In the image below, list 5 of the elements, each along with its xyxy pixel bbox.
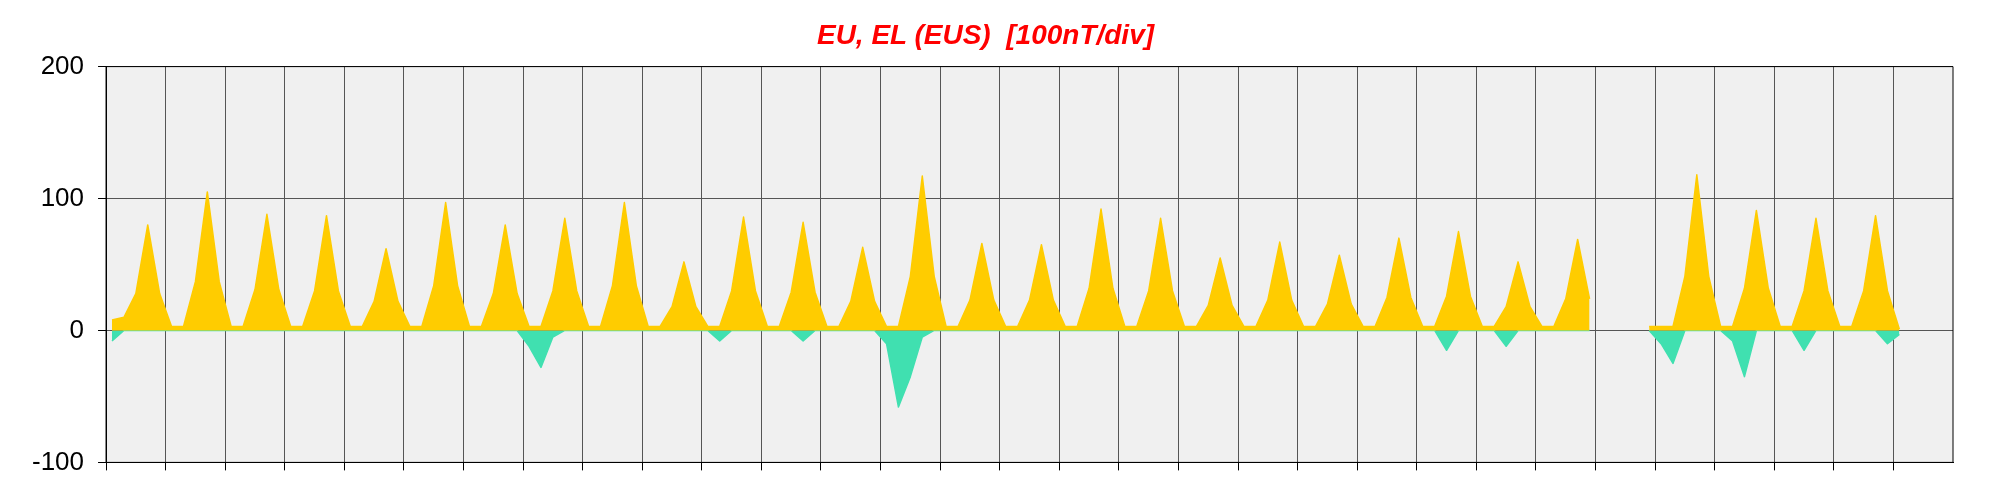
y-tick-label: 0 [69, 313, 85, 344]
chart-title: EU, EL (EUS) [100nT/div] [816, 18, 1156, 50]
y-tick-label: 100 [40, 181, 85, 212]
y-tick-label: 200 [40, 49, 85, 80]
y-tick-label: -100 [31, 445, 85, 476]
